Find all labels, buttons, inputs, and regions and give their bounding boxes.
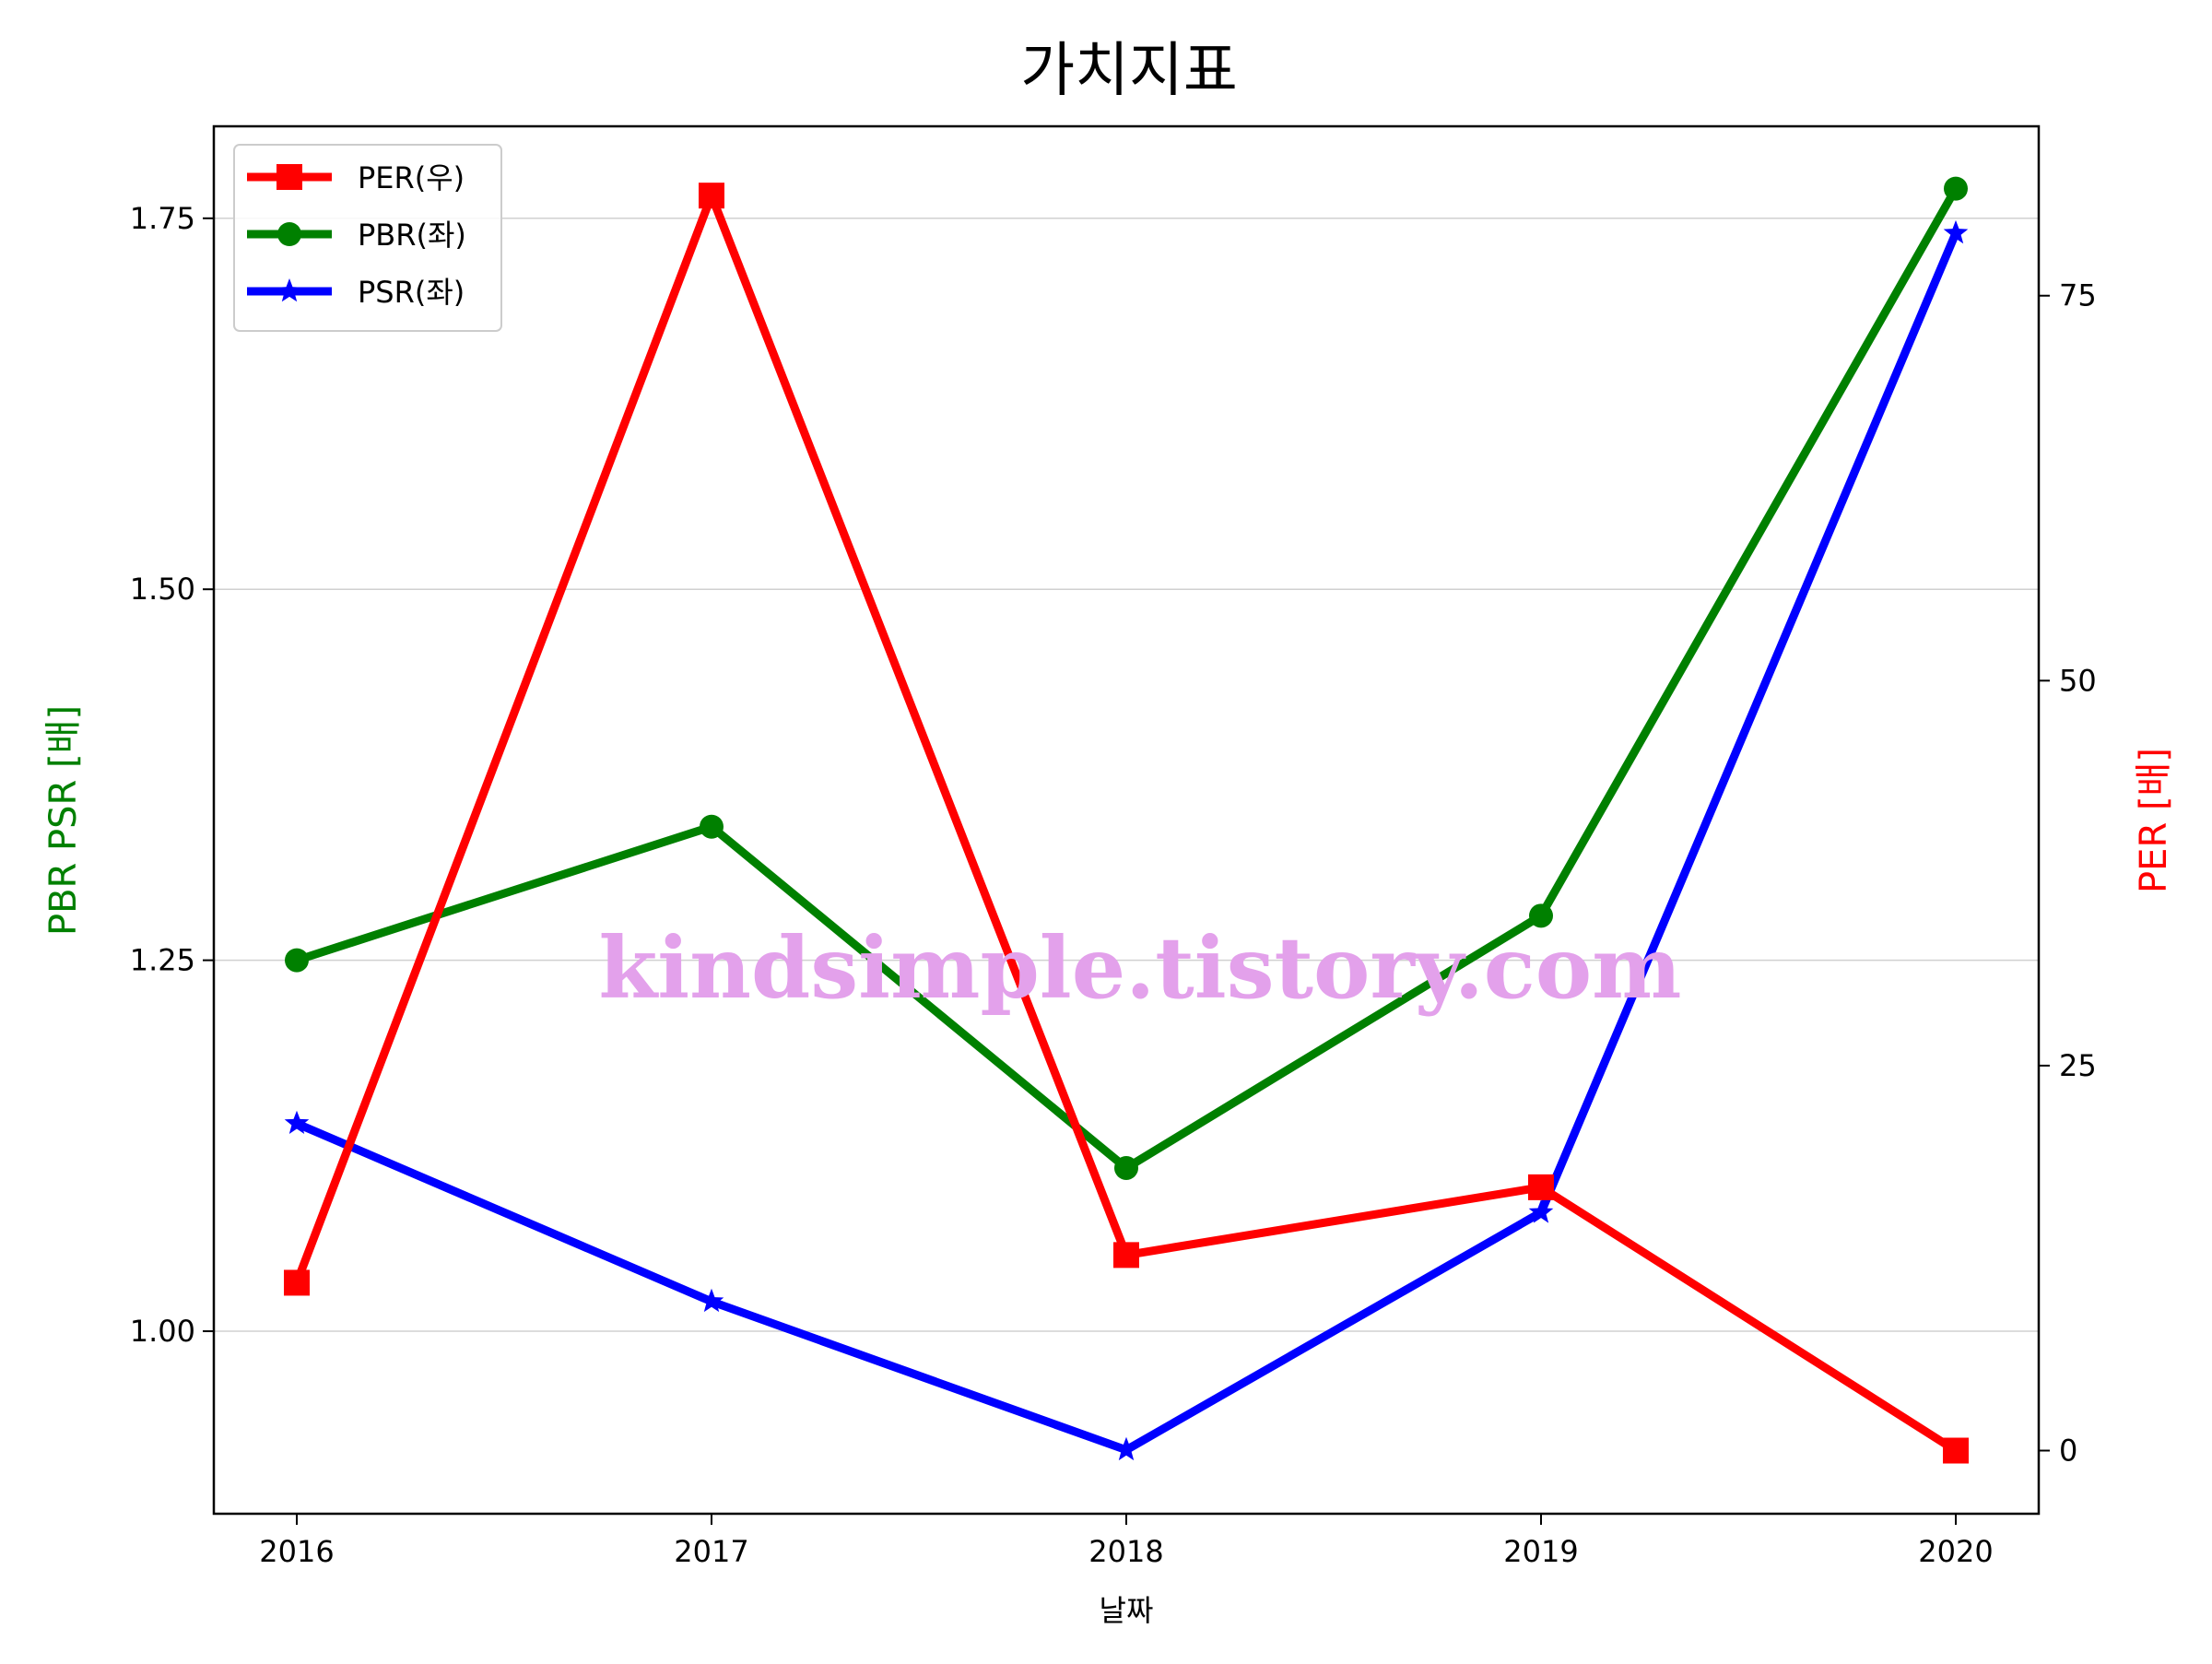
y-axis-right: 0 25 50 75 <box>2039 278 2097 1469</box>
data-point-psr-2016 <box>284 1110 310 1134</box>
legend-label-pbr: PBR(좌) <box>358 218 466 253</box>
y-axis-left: 1.00 1.25 1.50 1.75 <box>130 201 214 1349</box>
y-right-tick-label: 0 <box>2059 1434 2077 1469</box>
series-per <box>284 183 1969 1464</box>
data-point-pbr-2019 <box>1529 903 1553 928</box>
y-left-tick-label: 1.75 <box>130 201 195 236</box>
data-point-per-2017 <box>699 183 724 209</box>
legend-box <box>233 144 502 332</box>
x-tick-label: 2020 <box>1918 1534 1993 1569</box>
data-point-per-2016 <box>284 1269 310 1296</box>
data-point-psr-2017 <box>699 1288 724 1313</box>
x-tick-label: 2016 <box>259 1534 334 1569</box>
data-point-pbr-2016 <box>285 948 309 973</box>
legend-marker-pbr <box>277 222 301 246</box>
grid <box>214 218 2039 1332</box>
series-pbr <box>285 176 1968 1180</box>
data-point-per-2020 <box>1943 1437 1969 1464</box>
y-left-tick-label: 1.50 <box>130 572 195 607</box>
x-tick-label: 2017 <box>674 1534 748 1569</box>
y-right-tick-label: 50 <box>2059 663 2097 698</box>
data-point-pbr-2020 <box>1944 176 1968 201</box>
legend-label-per: PER(우) <box>358 160 465 195</box>
legend-marker-psr <box>276 278 302 302</box>
y-right-tick-label: 75 <box>2059 278 2097 313</box>
legend-marker-per <box>276 164 302 190</box>
data-point-per-2018 <box>1113 1242 1139 1269</box>
y-left-tick-label: 1.00 <box>130 1314 195 1349</box>
x-tick-label: 2019 <box>1503 1534 1578 1569</box>
y-axis-left-label: PBR PSR [배] <box>42 705 85 936</box>
x-axis-label: 날짜 <box>1100 1593 1154 1628</box>
series-layer <box>284 176 1969 1464</box>
data-point-psr-2019 <box>1528 1199 1554 1223</box>
x-tick-label: 2018 <box>1088 1534 1163 1569</box>
x-axis: 2016 2017 2018 2019 2020 <box>259 1514 1994 1569</box>
y-axis-right-label: PER [배] <box>2133 748 2175 893</box>
series-psr <box>284 219 1969 1461</box>
data-point-per-2019 <box>1528 1174 1554 1200</box>
data-point-pbr-2017 <box>700 814 724 839</box>
data-point-pbr-2018 <box>1114 1155 1138 1180</box>
legend: PER(우) PBR(좌) PSR(좌) <box>233 144 502 332</box>
data-point-psr-2018 <box>1113 1436 1139 1461</box>
data-point-psr-2020 <box>1943 219 1969 244</box>
chart-title: 가치지표 <box>1020 37 1238 105</box>
legend-label-psr: PSR(좌) <box>358 275 465 310</box>
y-right-tick-label: 25 <box>2059 1048 2097 1083</box>
watermark: kindsimple.tistory.com <box>598 918 1681 1018</box>
y-left-tick-label: 1.25 <box>130 943 195 978</box>
